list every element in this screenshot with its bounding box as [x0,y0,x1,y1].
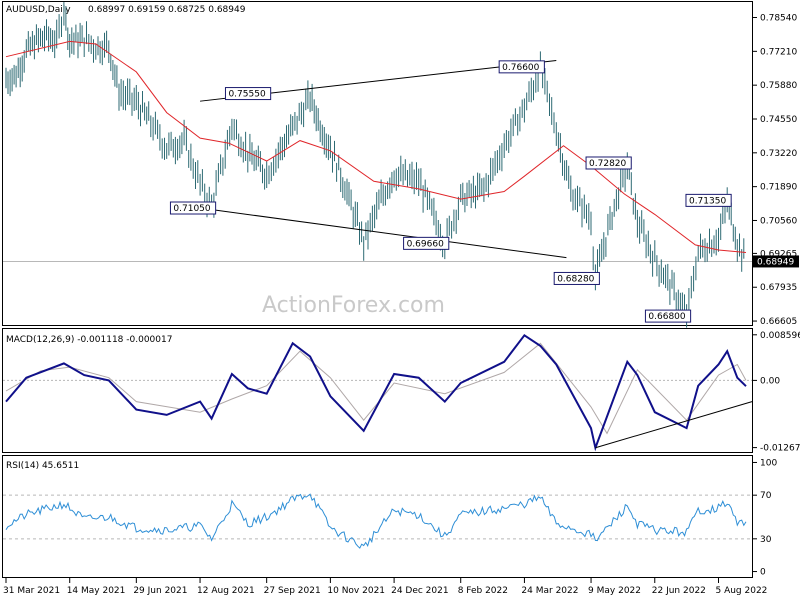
price-level-box [644,309,692,323]
rsi-y-tick-label: 70 [760,491,772,501]
x-tick-label: 12 Aug 2021 [197,586,255,596]
macd-trendline [595,401,753,449]
x-tick-label: 8 Feb 2022 [458,586,508,596]
x-tick-label: 31 Mar 2021 [3,586,60,596]
price-level-label: 0.71050 [173,204,210,214]
price-pane-frame [2,1,753,326]
moving-average-line [5,40,747,253]
price-y-tick-label: 0.67935 [760,283,797,293]
price-bars [5,2,745,328]
price-y-tick-label: 0.66605 [760,317,797,327]
price-level-box [403,236,450,250]
x-tick-label: 24 Mar 2022 [521,586,578,596]
price-level-label: 0.76600 [502,63,539,73]
x-tick-label: 29 Jun 2021 [133,586,187,596]
x-tick-label: 24 Dec 2021 [391,586,449,596]
price-level-label: 0.68280 [557,274,594,284]
ohlc-header: 0.68997 0.69159 0.68725 0.68949 [88,5,246,15]
price-y-tick-label: 0.74550 [760,115,797,125]
price-y-tick-label: 0.70560 [760,216,797,226]
price-y-tick-label: 0.69265 [760,249,797,259]
rsi-y-tick-label: 0 [760,568,766,578]
x-tick-label: 9 May 2022 [588,586,641,596]
price-level-box [553,271,600,285]
macd-pane-label: MACD(12,26,9) -0.001118 -0.000017 [6,335,172,345]
price-level-label: 0.72820 [589,159,626,169]
rsi-pane: 100 70 30 0 [3,458,777,578]
macd-pane-frame [2,328,753,453]
rsi-line [5,493,747,549]
price-y-tick-label: 0.73220 [760,149,797,159]
price-level-box [224,87,272,101]
price-y-tick-label: 0.75880 [760,81,797,91]
price-y-tick-label: 0.78540 [760,14,797,24]
price-y-tick-label: 0.77210 [760,47,797,57]
price-y-tick-label: 0.71890 [760,183,797,193]
current-price-label: 0.68949 [757,257,794,267]
rsi-y-tick-label: 30 [760,535,772,545]
price-trendline [199,207,567,259]
macd-y-tick-label: 0.008596 [760,331,800,341]
x-axis: 31 Mar 2021 14 May 2021 29 Jun 2021 12 Aug … [3,578,767,596]
price-pane-title: AUDUSD,Daily [6,5,71,15]
rsi-y-tick-label: 100 [760,458,777,468]
price-level-label: 0.69660 [407,239,444,249]
price-level-box [169,201,217,215]
price-level-label: 0.75550 [228,90,265,100]
macd-line [5,333,747,452]
x-tick-label: 14 May 2021 [67,586,126,596]
price-level-label: 0.71350 [689,196,726,206]
x-tick-label: 10 Nov 2021 [327,586,385,596]
price-level-box [498,60,545,74]
price-level-box [685,193,732,207]
x-tick-label: 27 Sep 2021 [264,586,321,596]
x-tick-label: 5 Aug 2022 [715,586,767,596]
price-level-label: 0.66800 [648,312,685,322]
x-tick-label: 22 Jun 2022 [652,586,706,596]
rsi-pane-frame [2,455,753,578]
macd-pane: 0.008596 0.00 -0.01267 [3,331,800,454]
watermark: ActionForex.com [262,293,445,318]
macd-y-tick-label: -0.01267 [760,444,800,454]
macd-y-tick-label: 0.00 [760,376,780,386]
rsi-pane-label: RSI(14) 45.6511 [6,461,79,471]
current-price-box [753,255,799,268]
price-pane: 0.78540 0.77210 0.75880 0.74550 0.73220 0.718… [3,2,799,328]
price-level-box [585,156,632,170]
